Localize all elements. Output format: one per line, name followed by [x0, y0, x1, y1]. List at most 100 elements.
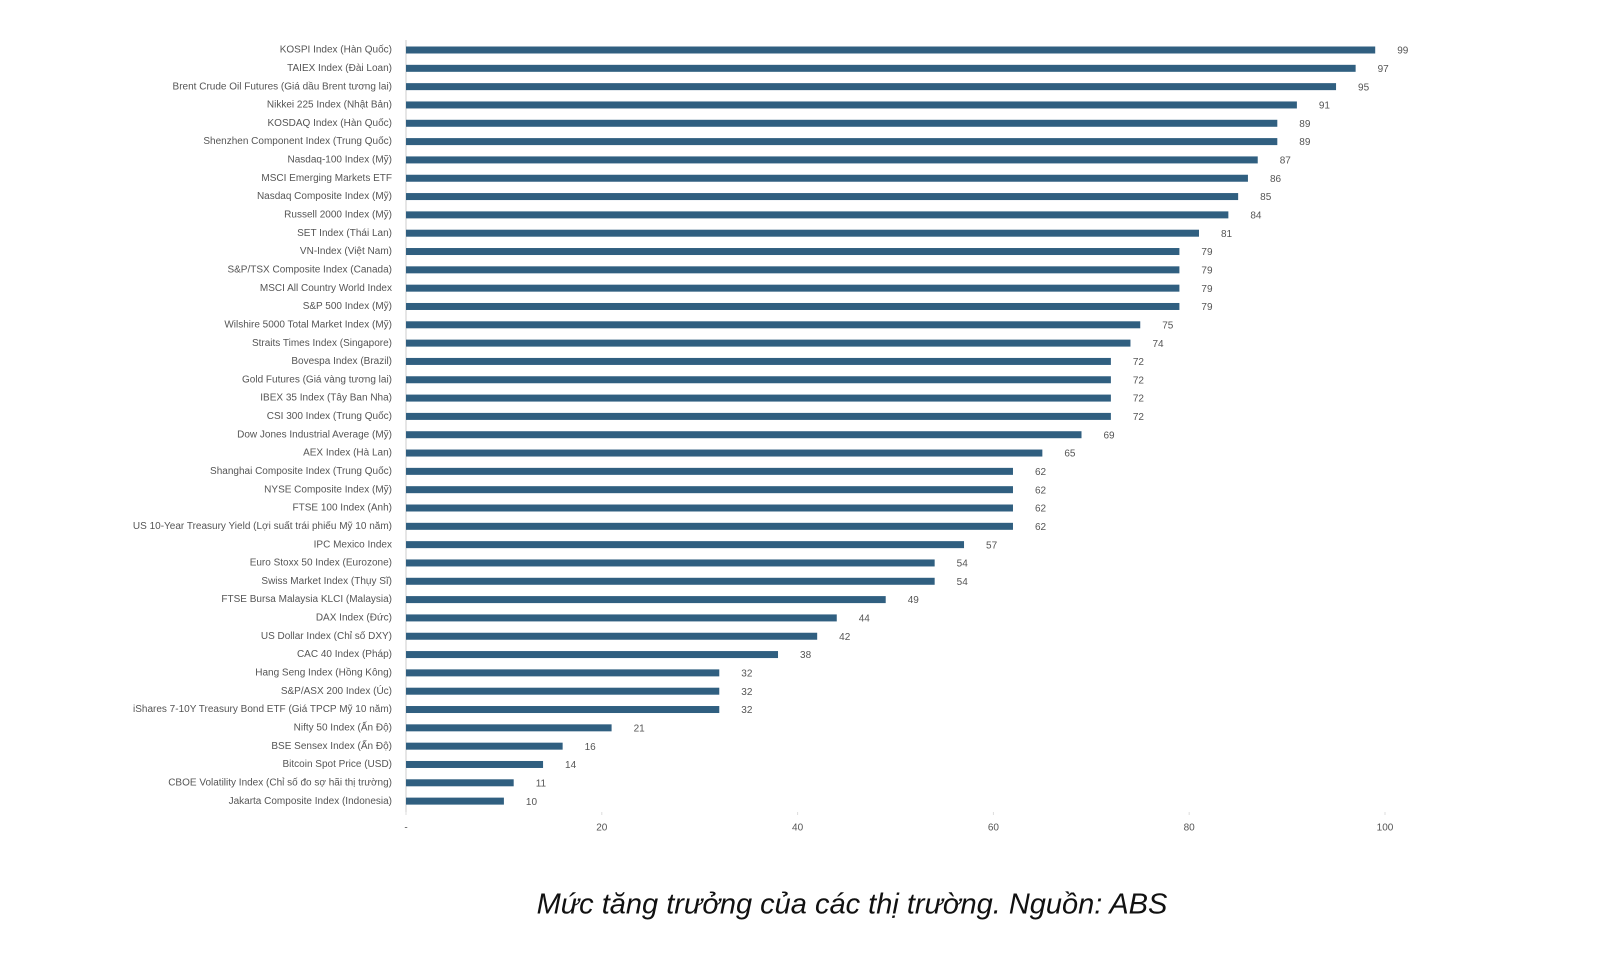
- value-label: 65: [1064, 449, 1076, 460]
- y-tick-label: S&P/ASX 200 Index (Úc): [281, 684, 392, 697]
- bar: [406, 174, 1248, 182]
- value-label: 11: [536, 778, 547, 789]
- y-tick-label: IPC Mexico Index: [314, 539, 392, 550]
- y-tick-label: TAIEX Index (Đài Loan): [287, 63, 392, 74]
- bar: [406, 46, 1376, 54]
- value-label: 10: [526, 797, 538, 808]
- y-tick-label: Brent Crude Oil Futures (Giá dầu Brent t…: [173, 80, 392, 92]
- y-tick-label: US Dollar Index (Chỉ số DXY): [261, 630, 392, 642]
- bar: [406, 211, 1229, 219]
- y-tick-label: Jakarta Composite Index (Indonesia): [229, 796, 392, 807]
- y-tick-label: Nifty 50 Index (Ấn Độ): [294, 720, 392, 733]
- bar: [406, 248, 1180, 256]
- y-tick-label: Euro Stoxx 50 Index (Eurozone): [250, 558, 392, 569]
- y-tick-label: FTSE Bursa Malaysia KLCI (Malaysia): [221, 594, 392, 605]
- bar: [406, 742, 563, 750]
- x-tick-label: 40: [792, 823, 804, 834]
- bar: [406, 431, 1082, 439]
- value-label: 79: [1201, 284, 1213, 295]
- y-tick-label: Nasdaq Composite Index (Mỹ): [257, 191, 392, 202]
- y-tick-label: BSE Sensex Index (Ấn Độ): [271, 739, 392, 752]
- value-label: 72: [1133, 412, 1145, 423]
- value-label: 32: [741, 705, 753, 716]
- bar: [406, 724, 612, 732]
- value-label: 99: [1397, 46, 1409, 57]
- bar: [406, 101, 1297, 109]
- value-label: 89: [1299, 119, 1311, 130]
- y-tick-label: Swiss Market Index (Thụy Sĩ): [261, 576, 392, 587]
- bar: [406, 687, 720, 695]
- bar: [406, 376, 1111, 384]
- bar: [406, 339, 1131, 347]
- y-tick-label: IBEX 35 Index (Tây Ban Nha): [260, 393, 392, 404]
- y-tick-label: Shanghai Composite Index (Trung Quốc): [210, 465, 392, 477]
- bar: [406, 504, 1013, 512]
- bar: [406, 522, 1013, 530]
- value-label: 74: [1152, 339, 1164, 350]
- value-label: 85: [1260, 192, 1272, 203]
- bar: [406, 83, 1337, 91]
- y-tick-label: CBOE Volatility Index (Chỉ số đo sợ hãi …: [168, 776, 392, 788]
- bar: [406, 614, 837, 622]
- x-tick-label: -: [404, 823, 407, 834]
- value-label: 62: [1035, 485, 1047, 496]
- y-tick-label: Wilshire 5000 Total Market Index (Mỹ): [224, 319, 392, 330]
- value-label: 14: [565, 760, 577, 771]
- value-label: 62: [1035, 467, 1047, 478]
- value-label: 84: [1250, 211, 1262, 222]
- bar: [406, 156, 1258, 164]
- value-label: 87: [1280, 156, 1292, 167]
- x-tick-label: 80: [1184, 823, 1196, 834]
- bar: [406, 394, 1111, 402]
- value-label: 62: [1035, 504, 1047, 515]
- y-tick-label: Bovespa Index (Brazil): [291, 356, 392, 367]
- y-tick-label: iShares 7-10Y Treasury Bond ETF (Giá TPC…: [133, 704, 392, 715]
- y-tick-label: SET Index (Thái Lan): [297, 228, 392, 239]
- x-tick-label: 20: [596, 823, 608, 834]
- y-tick-label: Nikkei 225 Index (Nhật Bản): [267, 100, 392, 111]
- bar: [406, 64, 1356, 72]
- bar: [406, 559, 935, 567]
- y-tick-label: MSCI All Country World Index: [260, 283, 392, 294]
- value-label: 54: [957, 577, 969, 588]
- y-tick-label: Bitcoin Spot Price (USD): [283, 759, 392, 770]
- y-tick-label: Nasdaq-100 Index (Mỹ): [288, 155, 393, 166]
- y-tick-label: FTSE 100 Index (Anh): [293, 503, 393, 514]
- x-tick-label: 60: [988, 823, 1000, 834]
- value-label: 72: [1133, 394, 1145, 405]
- value-label: 54: [957, 559, 969, 570]
- value-label: 57: [986, 540, 998, 551]
- bar: [406, 284, 1180, 292]
- y-tick-label: S&P 500 Index (Mỹ): [303, 301, 392, 312]
- value-label: 38: [800, 650, 812, 661]
- x-tick-label: 100: [1377, 823, 1394, 834]
- value-label: 89: [1299, 137, 1311, 148]
- bar: [406, 797, 504, 805]
- y-tick-label: NYSE Composite Index (Mỹ): [264, 484, 392, 495]
- bar: [406, 302, 1180, 310]
- y-tick-label: KOSDAQ Index (Hàn Quốc): [268, 117, 393, 129]
- value-label: 79: [1201, 265, 1213, 276]
- value-label: 32: [741, 669, 753, 680]
- y-tick-label: Gold Futures (Giá vàng tương lai): [242, 374, 392, 385]
- bar: [406, 779, 514, 787]
- value-label: 79: [1201, 302, 1213, 313]
- bar: [406, 632, 818, 640]
- bar: [406, 357, 1111, 365]
- bar: [406, 449, 1043, 457]
- value-label: 97: [1378, 64, 1390, 75]
- y-tick-label: US 10-Year Treasury Yield (Lợi suất trái…: [133, 520, 392, 532]
- y-tick-label: Russell 2000 Index (Mỹ): [284, 210, 392, 221]
- bar: [406, 412, 1111, 420]
- value-label: 42: [839, 632, 851, 643]
- value-label: 69: [1104, 430, 1116, 441]
- y-tick-label: S&P/TSX Composite Index (Canada): [227, 264, 392, 275]
- y-tick-label: Dow Jones Industrial Average (Mỹ): [237, 429, 392, 440]
- y-tick-label: DAX Index (Đức): [316, 613, 392, 624]
- bar: [406, 669, 720, 677]
- value-label: 62: [1035, 522, 1047, 533]
- caption: Mức tăng trưởng của các thị trường. Nguồ…: [537, 889, 1168, 921]
- y-tick-label: MSCI Emerging Markets ETF: [261, 173, 392, 184]
- value-label: 86: [1270, 174, 1282, 185]
- y-tick-label: Straits Times Index (Singapore): [252, 338, 392, 349]
